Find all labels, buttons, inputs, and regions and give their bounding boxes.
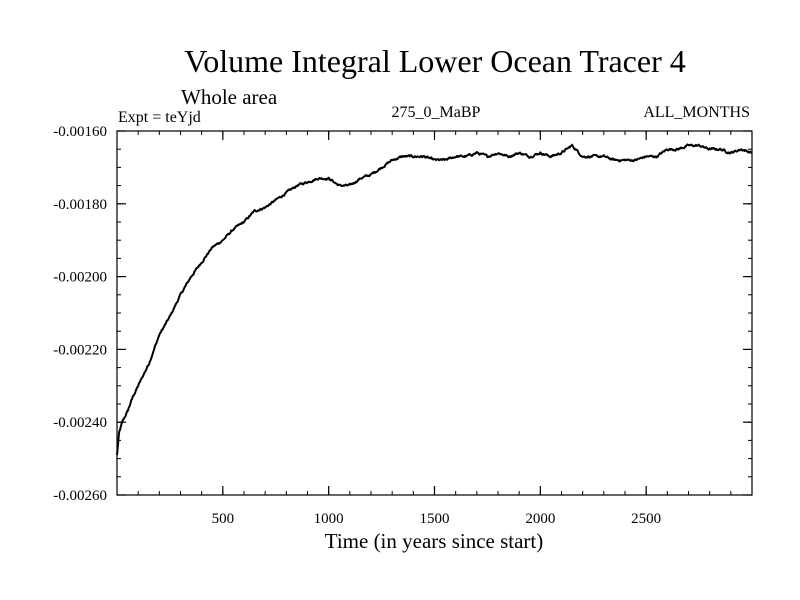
series-line	[116, 143, 753, 456]
y-tick-label: -0.00200	[53, 270, 107, 286]
experiment-label: Expt = teYjd	[118, 109, 201, 126]
y-tick-label: -0.00180	[53, 197, 107, 213]
plot-frame	[116, 130, 753, 496]
x-axis: 500 1000 1500 2000 2500	[212, 131, 661, 527]
y-tick-label: -0.00160	[53, 124, 107, 140]
chart-subtitle: Whole area	[181, 85, 278, 109]
x-tick-label: 500	[212, 511, 235, 527]
y-tick-label: -0.00260	[53, 488, 107, 504]
chart-title: Volume Integral Lower Ocean Tracer 4	[184, 43, 685, 79]
minor-ticks	[116, 130, 753, 496]
months-label: ALL_MONTHS	[643, 104, 750, 121]
x-tick-label: 1000	[314, 511, 344, 527]
y-tick-label: -0.00240	[53, 415, 107, 431]
period-label: 275_0_MaBP	[392, 104, 481, 121]
x-tick-label: 2500	[631, 511, 661, 527]
x-tick-label: 1500	[420, 511, 450, 527]
x-axis-title: Time (in years since start)	[325, 529, 544, 553]
x-tick-label: 2000	[525, 511, 555, 527]
y-tick-label: -0.00220	[53, 342, 107, 358]
y-axis: -0.00260 -0.00240 -0.00220 -0.00200 -0.00180…	[53, 124, 752, 504]
